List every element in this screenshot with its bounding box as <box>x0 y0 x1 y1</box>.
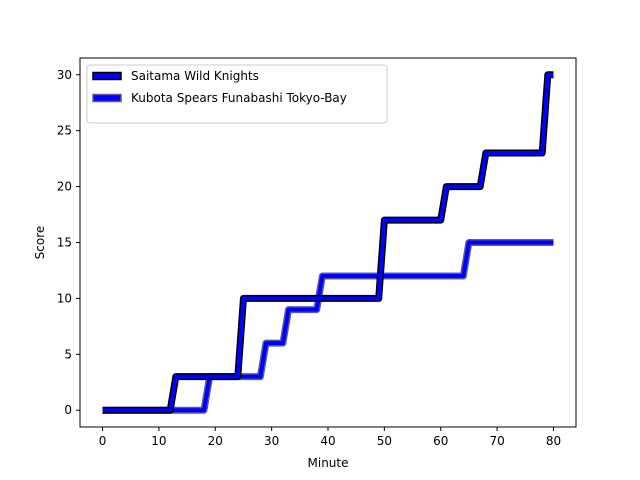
x-axis-title: Minute <box>308 456 349 470</box>
y-tick-label: 30 <box>57 68 72 82</box>
series-layer <box>102 71 554 414</box>
y-tick-label: 20 <box>57 180 72 194</box>
series-line-2 <box>102 239 554 414</box>
series-stroke <box>102 240 554 413</box>
legend-swatch <box>92 71 122 81</box>
x-tick-label: 30 <box>264 434 279 448</box>
legend-swatch <box>92 93 122 103</box>
x-tick-label: 70 <box>489 434 504 448</box>
legend-label: Saitama Wild Knights <box>131 69 259 83</box>
series-outline <box>102 239 554 414</box>
series-stroke <box>102 72 554 413</box>
y-axis: 0 5 10 15 20 25 30 <box>57 68 80 417</box>
legend-box <box>86 64 388 124</box>
y-tick-label: 15 <box>57 236 72 250</box>
series-line-1 <box>102 71 554 414</box>
y-tick-label: 25 <box>57 124 72 138</box>
x-axis: 0 10 20 30 40 50 60 70 80 <box>99 427 561 448</box>
y-tick-label: 0 <box>64 403 72 417</box>
y-tick-label: 10 <box>57 291 72 305</box>
x-tick-label: 80 <box>546 434 561 448</box>
y-axis-title: Score <box>33 226 47 260</box>
x-tick-label: 10 <box>151 434 166 448</box>
legend: Saitama Wild Knights Kubota Spears Funaba… <box>86 64 388 124</box>
x-tick-label: 20 <box>208 434 223 448</box>
y-tick-label: 5 <box>64 347 72 361</box>
x-tick-label: 60 <box>433 434 448 448</box>
legend-label: Kubota Spears Funabashi Tokyo-Bay <box>131 91 347 105</box>
x-tick-label: 40 <box>320 434 335 448</box>
x-tick-label: 50 <box>377 434 392 448</box>
x-tick-label: 0 <box>99 434 107 448</box>
